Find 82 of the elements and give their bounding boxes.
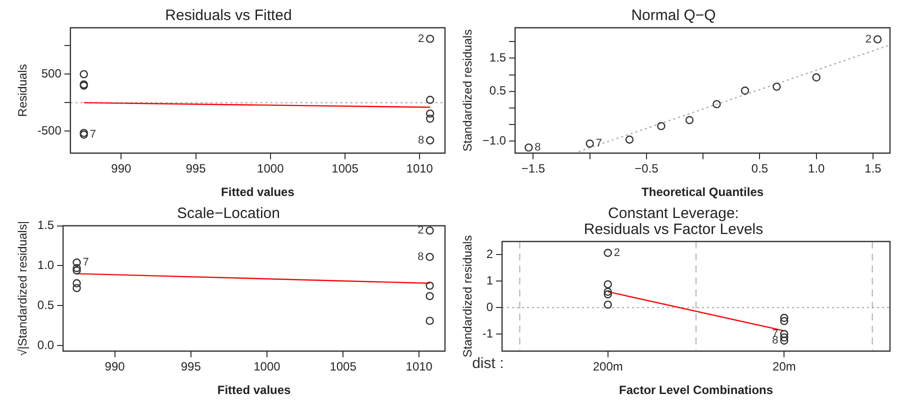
point — [426, 109, 434, 118]
x-tick-label: 995 — [186, 162, 206, 176]
y-axis-title: √|Standardized residuals| — [16, 221, 30, 356]
point — [586, 140, 594, 148]
x-tick-label: 1005 — [332, 162, 359, 176]
x-tick-label: −0.5 — [634, 162, 659, 176]
y-tick-label: 1 — [486, 273, 494, 288]
point — [72, 279, 81, 288]
y-tick-label: 1.0 — [37, 258, 54, 272]
y-tick-label: 500 — [41, 66, 62, 80]
x-axis-title: Theoretical Quantiles — [642, 185, 764, 200]
annotation: 2 — [418, 32, 424, 45]
x-tick-label: 990 — [111, 162, 132, 176]
point — [712, 100, 721, 108]
point — [80, 70, 88, 78]
point — [812, 73, 820, 82]
point — [426, 292, 434, 300]
annotation: 7 — [82, 256, 89, 269]
chart-title: Residuals vs Fitted — [165, 7, 292, 24]
point — [625, 136, 634, 144]
x-tick-label: −1.5 — [521, 162, 546, 176]
annotation: 2 — [865, 33, 872, 46]
y-tick-label: 0 — [486, 300, 494, 314]
text: dist : — [472, 354, 504, 372]
y-tick-label: 0.5 — [489, 84, 506, 98]
point — [426, 252, 434, 262]
point — [740, 86, 750, 95]
chart-title: Scale−Location — [177, 205, 280, 222]
y-axis-title: Standardized residuals — [460, 29, 475, 152]
y-tick-label: 0.0 — [37, 338, 54, 352]
annotation: 8 — [534, 142, 541, 154]
annotation: 8 — [418, 134, 424, 146]
chart-title: Constant Leverage: Residuals vs Factor Levels — [584, 205, 764, 238]
x-axis-title: Fitted values — [221, 185, 295, 200]
point — [72, 284, 81, 292]
y-axis-title: Residuals — [16, 64, 30, 117]
x-tick-label: 1010 — [406, 360, 433, 374]
point — [72, 266, 81, 275]
y-axis-title: Standardized residuals — [460, 235, 475, 358]
x-tick-label: 1010 — [406, 162, 434, 176]
x-tick-label: 20m — [772, 360, 796, 374]
x-tick-label: 1.0 — [808, 162, 826, 176]
point — [426, 282, 434, 290]
annotation: 8 — [418, 250, 424, 263]
point — [426, 34, 434, 43]
point — [72, 264, 81, 272]
y-tick-label: 1.5 — [489, 50, 506, 65]
y-tick-label: 0.5 — [37, 298, 54, 312]
point — [426, 316, 434, 325]
point — [80, 128, 88, 138]
y-tick-label: 2 — [486, 247, 494, 262]
annotation: 2 — [614, 246, 620, 259]
y-tick-label: -1 — [482, 326, 494, 340]
annotation: 7 — [90, 128, 96, 141]
point — [524, 143, 533, 152]
point — [772, 82, 781, 91]
chart-title: Normal Q−Q — [631, 7, 716, 24]
y-tick-label: −1.0 — [482, 133, 506, 148]
x-axis-title: Factor Level Combinations — [619, 383, 774, 398]
x-tick-label: 1005 — [330, 360, 357, 374]
point — [873, 35, 882, 44]
point — [685, 116, 694, 124]
point — [657, 122, 666, 130]
point — [426, 96, 434, 104]
annotation: 8 — [772, 334, 778, 347]
annotation: 7 — [596, 138, 602, 150]
x-tick-label: 995 — [180, 360, 202, 374]
x-tick-label: 200m — [592, 360, 623, 374]
point — [72, 258, 81, 267]
x-tick-label: 990 — [104, 360, 126, 374]
point — [426, 114, 434, 123]
y-tick-label: 1.5 — [37, 218, 54, 232]
x-tick-label: 1000 — [257, 162, 284, 176]
point — [426, 136, 434, 144]
x-tick-label: 1000 — [254, 360, 281, 374]
x-tick-label: 0.5 — [751, 162, 768, 176]
y-tick-label: -500 — [37, 124, 62, 138]
annotation: 2 — [418, 224, 424, 237]
point — [426, 226, 434, 235]
x-axis-title: Fitted values — [217, 383, 292, 398]
point — [80, 130, 88, 139]
x-tick-label: 1.5 — [864, 162, 882, 176]
